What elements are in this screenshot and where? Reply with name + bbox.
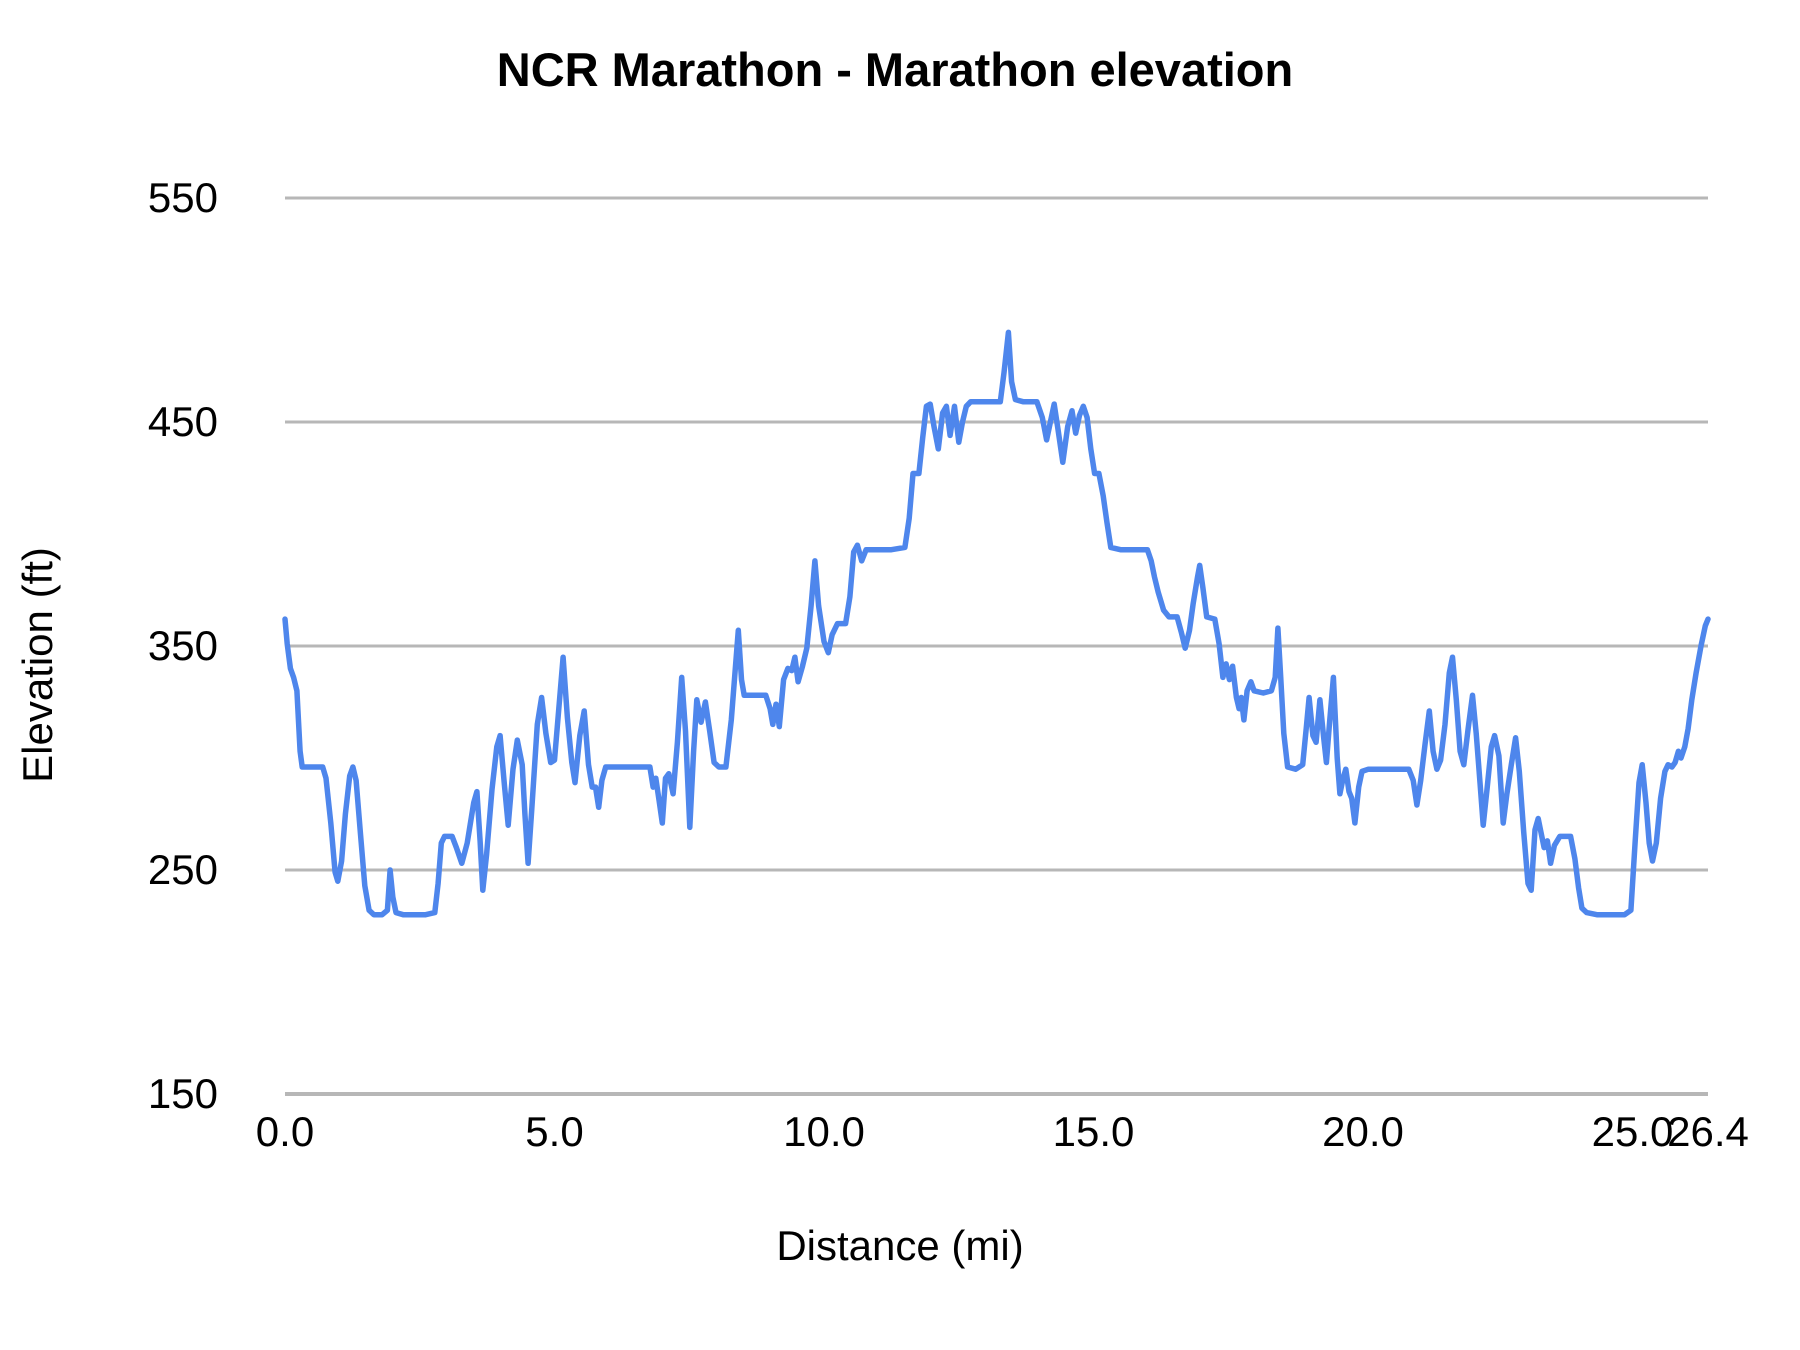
y-tick-label-250: 250 [147,846,218,893]
y-tick-label-450: 450 [147,398,218,445]
elevation-line-series [282,329,1711,918]
x-tick-label-10.0: 10.0 [783,1108,865,1155]
x-tick-label-26.4: 26.4 [1667,1108,1749,1155]
chart-title: NCR Marathon - Marathon elevation [496,43,1294,96]
x-tick-label-15.0: 15.0 [1052,1108,1135,1155]
x-tick-label-20.0: 20.0 [1322,1108,1404,1155]
x-tick-label-0.0: 0.0 [255,1108,315,1155]
y-tick-label-350: 350 [147,622,218,669]
y-tick-label-550: 550 [147,174,218,221]
x-tick-label-25.0: 25.0 [1591,1108,1674,1155]
y-axis-title: Elevation (ft) [14,547,61,783]
y-tick-label-150: 150 [147,1070,218,1117]
x-axis-title: Distance (mi) [776,1222,1024,1269]
gridlines [285,196,1708,1096]
x-tick-label-5.0: 5.0 [525,1108,584,1155]
